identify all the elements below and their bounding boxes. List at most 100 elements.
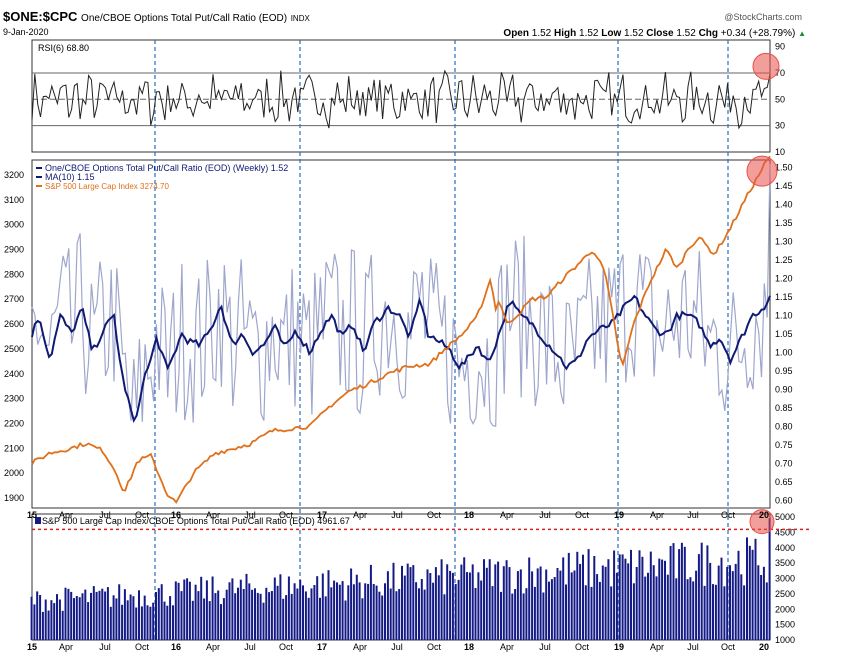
ratio-bar (573, 570, 576, 640)
left-axis-tick-label: 2000 (4, 468, 24, 478)
ratio-bar (104, 591, 107, 640)
ratio-bar (466, 572, 468, 640)
ratio-bar (548, 581, 550, 640)
ratio-bar (81, 593, 84, 640)
left-axis-tick-label: 2300 (4, 394, 24, 404)
ratio-bar (536, 568, 539, 640)
ratio-bar (225, 589, 228, 640)
right-axis-tick-label: 1.45 (775, 181, 793, 191)
ratio-bar (423, 589, 426, 640)
ratio-bar (706, 545, 709, 640)
x-axis-tick-label: 18 (464, 642, 474, 652)
symbol-description: One/CBOE Options Total Put/Call Ratio (E… (81, 13, 288, 24)
x-axis-tick-label: Apr (353, 642, 367, 652)
ratio-bar (239, 579, 242, 640)
ratio-bar (194, 584, 197, 640)
x-axis-tick-label: Oct (135, 510, 150, 520)
ratio-bar (304, 591, 307, 640)
ratio-bar (613, 550, 616, 640)
right-axis-tick-label: 0.60 (775, 496, 793, 506)
x-axis-tick-label: Jul (244, 510, 256, 520)
ratio-bar (211, 576, 214, 640)
ratio-bar (222, 598, 225, 640)
ratio-bar (516, 571, 519, 640)
ratio-bar (539, 566, 542, 640)
ratio-bar (375, 585, 378, 640)
x-axis-tick-label: Jul (687, 642, 699, 652)
x-axis-tick-label: 20 (759, 510, 769, 520)
ratio-bar (163, 601, 166, 640)
ratio-bar (440, 559, 443, 640)
right-axis-tick-label: 0.90 (775, 385, 793, 395)
ratio-bar (726, 566, 729, 640)
left-axis-tick-label: 3000 (4, 220, 24, 230)
ratio-bar (268, 592, 271, 640)
right-axis-tick-label: 1.40 (775, 199, 793, 209)
left-axis-tick-label: 3100 (4, 195, 24, 205)
ratio-bar (121, 604, 124, 640)
x-axis-tick-label: 19 (614, 510, 624, 520)
ratio-bar (138, 590, 140, 640)
brand-watermark: @StockCharts.com (724, 12, 802, 22)
ratio-bar (203, 598, 206, 640)
x-axis-tick-label: Oct (575, 642, 590, 652)
x-axis-tick-label: Oct (135, 642, 150, 652)
ratio-bar (73, 598, 75, 640)
left-axis-tick-label: 2500 (4, 344, 24, 354)
ratio-bar (632, 583, 635, 640)
right-axis-tick-label: 0.65 (775, 477, 793, 487)
ratio-bar (672, 543, 675, 640)
ratio-bar (293, 583, 296, 640)
sp500-line (31, 155, 771, 504)
ratio-bar (36, 591, 39, 640)
left-axis-tick-label: 2200 (4, 418, 24, 428)
right-axis-tick-label: 1.15 (775, 292, 793, 302)
ratio-bar (30, 596, 33, 640)
ratio-bar (692, 581, 695, 640)
ratio-bar (290, 593, 293, 640)
ratio-bar (50, 600, 53, 640)
ratio-bar (381, 595, 384, 640)
rsi-tick-label: 10 (775, 147, 785, 157)
ratio-bar (115, 598, 118, 640)
rsi-tick-label: 90 (775, 42, 785, 52)
ratio-bar (84, 589, 87, 640)
ratio-bar (302, 585, 304, 640)
ratio-bar (655, 576, 658, 640)
ratio-bar (649, 551, 652, 640)
ratio-bar (454, 584, 457, 640)
ratio-bar (273, 577, 276, 640)
ratio-bar (378, 591, 381, 640)
ratio-bar (270, 591, 273, 640)
ratio-bar (319, 597, 321, 640)
ratio-bar (372, 584, 375, 640)
ratio-bar (361, 598, 364, 640)
right-axis-tick-label: 1.05 (775, 329, 793, 339)
right-axis-tick-label: 0.70 (775, 459, 793, 469)
x-axis-tick-label: Oct (721, 510, 736, 520)
right-axis-tick-label: 1.25 (775, 255, 793, 265)
ratio-bar (231, 578, 234, 640)
open-label: Open (503, 28, 529, 39)
bar-tick-label: 4000 (775, 543, 795, 553)
ratio-bar (197, 591, 200, 640)
bar-legend-swatch (35, 517, 41, 524)
ratio-bar (601, 565, 604, 640)
ratio-bar (160, 584, 163, 640)
ratio-bar (754, 538, 757, 640)
ratio-bar (680, 542, 683, 640)
bar-legend: S&P 500 Large Cap Index/CBOE Options Tot… (42, 516, 350, 526)
ratio-bar (186, 578, 189, 640)
ratio-bar (491, 586, 494, 640)
ratio-bar (78, 597, 81, 640)
ratio-bar (296, 588, 299, 640)
ratio-bar (420, 579, 423, 640)
ratio-bar (582, 554, 584, 640)
ratio-bar (401, 565, 403, 640)
ratio-bar (307, 597, 310, 640)
ratio-bar (262, 602, 265, 640)
ratio-bar (661, 559, 664, 640)
ratio-bar (765, 582, 768, 640)
ratio-bar (468, 572, 471, 640)
ratio-bar (545, 569, 548, 640)
